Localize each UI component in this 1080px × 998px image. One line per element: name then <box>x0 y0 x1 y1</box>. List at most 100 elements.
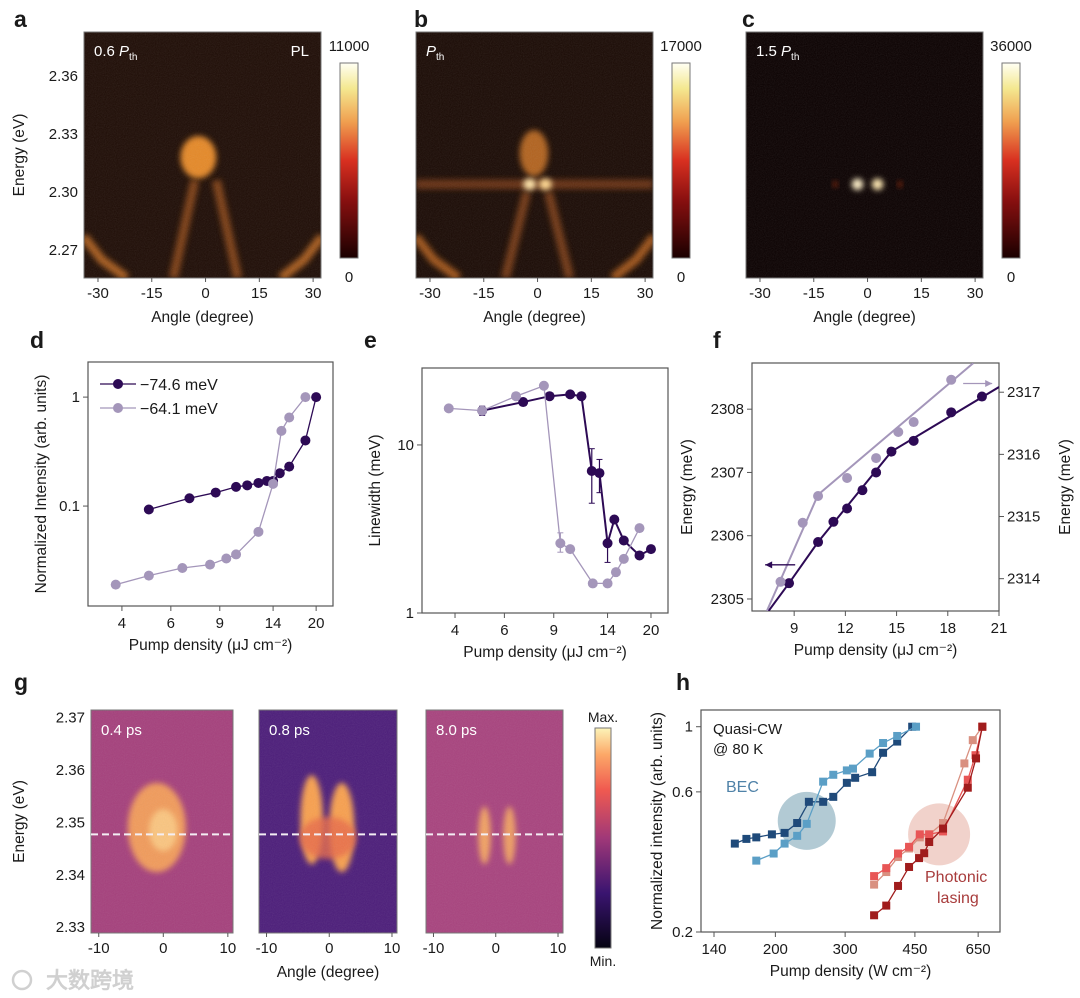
data-point <box>784 578 795 589</box>
data-point <box>893 426 904 437</box>
data-point <box>925 838 934 847</box>
watermark-text: 大数跨境 <box>46 968 134 993</box>
y-tick-label: 2.27 <box>49 242 78 259</box>
data-point <box>842 766 851 775</box>
y-tick-label: 2.35 <box>56 814 85 831</box>
data-point <box>908 435 919 446</box>
y-tick-label: 2307 <box>711 464 744 481</box>
panel-h: 140 200 300 450 650 0.2 0.6 1 Pump density (W cm… <box>649 709 1001 980</box>
panel-label-a: a <box>14 6 27 32</box>
bec-label: BEC <box>726 779 759 796</box>
x-tick-label: 30 <box>305 285 322 302</box>
x-tick-label: 6 <box>167 615 175 632</box>
x-tick-label: 9 <box>790 620 798 637</box>
data-point <box>231 481 242 492</box>
y-tick-label: 2.34 <box>56 867 85 884</box>
x-axis-title: Pump density (W cm⁻²) <box>770 963 931 980</box>
x-tick-label: 20 <box>308 615 325 632</box>
series-0 <box>767 386 999 611</box>
y-tick-label: 2.36 <box>49 68 78 85</box>
data-point <box>769 849 778 858</box>
photonic-label: lasing <box>937 890 979 907</box>
power-symbol: P <box>781 43 791 60</box>
colorbar-max-label: 36000 <box>990 38 1032 55</box>
x-tick-label: 6 <box>500 622 508 639</box>
x-tick-label: 9 <box>216 615 224 632</box>
data-point <box>960 759 969 768</box>
data-point <box>963 775 972 784</box>
data-point <box>565 389 576 400</box>
arrow-head-icon <box>765 561 773 569</box>
data-point <box>210 487 221 498</box>
colorbar-max-label: Max. <box>588 709 618 725</box>
y-tick-label: 0.1 <box>59 498 80 515</box>
data-point <box>752 833 761 842</box>
x-axis-title: Pump density (μJ cm⁻²) <box>463 644 627 661</box>
data-point <box>871 467 882 478</box>
power-subscript: th <box>129 52 137 63</box>
colorbar-min-label: 0 <box>677 269 685 286</box>
series-0 <box>477 389 656 563</box>
data-point <box>946 374 957 385</box>
x-tick-label: -10 <box>88 940 110 957</box>
y-tick-label: 1 <box>72 389 80 406</box>
data-point <box>143 504 154 515</box>
data-point <box>905 862 914 871</box>
data-point <box>851 773 860 782</box>
y2-tick-label: 2315 <box>1007 509 1040 526</box>
x-tick-label: -30 <box>749 285 771 302</box>
data-point <box>609 514 620 525</box>
power-annotation: 0.6 Pth <box>94 43 137 63</box>
colorbar-min-label: 0 <box>345 269 353 286</box>
x-tick-label: 300 <box>833 941 858 958</box>
plot-frame <box>83 31 322 279</box>
x-tick-label: 15 <box>913 285 930 302</box>
data-point <box>804 797 813 806</box>
series-0 <box>143 392 322 515</box>
y-tick-label: 2.33 <box>56 919 85 936</box>
x-tick-label: -15 <box>473 285 495 302</box>
y-axis-title: Normalized Intensity (arb. units) <box>33 375 50 594</box>
data-point <box>576 391 587 402</box>
data-point <box>893 737 902 746</box>
x-tick-label: 30 <box>967 285 984 302</box>
data-point <box>797 517 808 528</box>
panel-c: -30 -15 0 15 30 Angle (degree) 1.5 Pth 36000 0 <box>745 31 1032 326</box>
data-point <box>829 792 838 801</box>
x-axis-title: Pump density (μJ cm⁻²) <box>794 642 958 659</box>
heatmap-image <box>259 710 397 933</box>
data-point <box>870 880 879 889</box>
heatmap-image <box>416 32 653 278</box>
x-axis-title: Angle (degree) <box>277 964 380 981</box>
data-point <box>645 544 656 555</box>
data-point <box>894 881 903 890</box>
plot-frame <box>700 709 1001 933</box>
data-point <box>565 544 576 555</box>
series-line <box>873 726 983 886</box>
data-point <box>300 435 311 446</box>
panel-label-e: e <box>364 327 377 353</box>
data-point <box>253 526 264 537</box>
colorbar-min-label: Min. <box>590 953 616 969</box>
data-point <box>221 553 232 564</box>
data-point <box>594 468 605 479</box>
panel-label-g: g <box>14 669 28 695</box>
data-point <box>268 478 279 489</box>
series-line <box>481 393 652 557</box>
data-point <box>253 477 264 488</box>
data-point <box>587 578 598 589</box>
noise-texture <box>91 710 233 933</box>
data-point <box>894 849 903 858</box>
x-tick-label: 200 <box>763 941 788 958</box>
data-point <box>976 391 987 402</box>
x-tick-label: 15 <box>888 620 905 637</box>
time-frame-2: -10 0 10 8.0 ps <box>423 709 566 957</box>
data-point <box>300 392 311 403</box>
noise-texture <box>746 32 983 278</box>
data-point <box>276 425 287 436</box>
x-tick-label: 15 <box>251 285 268 302</box>
data-point <box>793 831 802 840</box>
data-point <box>893 731 902 740</box>
data-point <box>602 578 613 589</box>
data-point <box>819 797 828 806</box>
